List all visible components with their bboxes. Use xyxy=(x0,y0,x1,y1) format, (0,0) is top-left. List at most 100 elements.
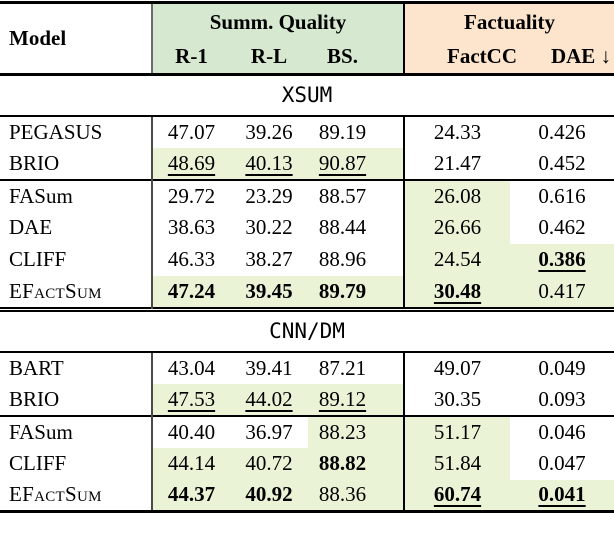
value: 88.57 xyxy=(318,183,367,208)
model-name: BRIO xyxy=(0,147,152,180)
table-row: BRIO 48.69 40.13 90.87 21.47 0.452 xyxy=(0,147,614,180)
value: 0.093 xyxy=(538,386,586,411)
value: 0.616 xyxy=(538,183,586,208)
table-header: Model Summ. Quality Factuality R-1 R-L B… xyxy=(0,2,614,76)
value-cell: 0.046 xyxy=(510,414,614,448)
value: 88.23 xyxy=(318,419,367,444)
value: 47.53 xyxy=(167,386,216,411)
value: 0.047 xyxy=(538,451,586,475)
value-cell: 30.22 xyxy=(230,212,308,244)
section-label: XSUM xyxy=(0,74,614,117)
value: 44.14 xyxy=(167,451,216,475)
value: 40.40 xyxy=(167,419,216,444)
value-cell: 88.44 xyxy=(308,212,404,244)
value: 0.386 xyxy=(538,247,586,271)
value-cell: 87.21 xyxy=(308,352,404,384)
value: 23.29 xyxy=(245,183,293,208)
value-cell: 47.24 xyxy=(151,275,230,308)
value-cell: 46.33 xyxy=(151,243,230,276)
value: 40.13 xyxy=(245,150,293,175)
model-name: CLIFF xyxy=(0,447,152,480)
value-cell: 24.33 xyxy=(403,115,511,148)
value: 89.12 xyxy=(318,386,367,411)
value-cell: 44.14 xyxy=(151,447,230,480)
value: 21.47 xyxy=(433,150,482,175)
header-group-row: Model Summ. Quality Factuality xyxy=(0,2,614,76)
value-cell: 48.69 xyxy=(151,147,230,180)
table-body: XSUM PEGASUS 47.07 39.26 89.19 24.33 0.426 BRIO… xyxy=(0,74,614,512)
value: 30.48 xyxy=(433,278,482,303)
model-name: EFactSum xyxy=(0,479,152,512)
col-header-factcc: FactCC xyxy=(403,40,517,76)
value: 87.21 xyxy=(318,355,367,380)
value-cell: 23.29 xyxy=(230,178,308,212)
value: 24.54 xyxy=(433,247,482,271)
value: 44.02 xyxy=(245,386,293,411)
value-cell: 0.452 xyxy=(510,148,614,180)
section-label: CNN/DM xyxy=(0,310,614,353)
value: 39.41 xyxy=(245,355,293,380)
col-header-rl: R-L xyxy=(230,40,308,76)
value: 43.04 xyxy=(167,355,216,380)
value-cell: 29.72 xyxy=(151,178,230,212)
value-cell: 49.07 xyxy=(403,351,511,384)
col-header-dae: DAE ↓ xyxy=(510,40,614,76)
model-name: PEGASUS xyxy=(0,115,152,148)
value-cell: 26.08 xyxy=(403,178,511,212)
value: 39.45 xyxy=(245,278,293,303)
value: 49.07 xyxy=(433,355,482,380)
table-row: EFactSum 44.37 40.92 88.36 60.74 0.041 xyxy=(0,479,614,512)
table-row: DAE 38.63 30.22 88.44 26.66 0.462 xyxy=(0,211,614,244)
value-cell: 39.26 xyxy=(230,116,308,148)
table-row: CLIFF 44.14 40.72 88.82 51.84 0.047 xyxy=(0,447,614,480)
model-name: EFactSum xyxy=(0,275,152,308)
value-cell: 89.19 xyxy=(308,116,404,148)
value: 40.92 xyxy=(245,482,293,507)
value-cell: 40.72 xyxy=(230,447,308,480)
table-row: FASum 29.72 23.29 88.57 26.08 0.616 xyxy=(0,178,614,212)
value-cell: 39.45 xyxy=(230,275,308,308)
value-cell: 0.462 xyxy=(510,212,614,244)
value: 88.82 xyxy=(318,451,367,475)
value-cell: 40.13 xyxy=(230,147,308,180)
value-cell: 88.36 xyxy=(308,479,405,512)
value: 51.84 xyxy=(433,451,482,475)
value-cell: 90.87 xyxy=(308,147,405,180)
value: 60.74 xyxy=(433,482,482,507)
section-row: CNN/DM xyxy=(0,310,614,353)
value-cell: 38.27 xyxy=(230,244,308,276)
value-cell: 0.049 xyxy=(510,352,614,384)
value-cell: 0.386 xyxy=(510,243,614,276)
value: 47.07 xyxy=(167,119,216,144)
value-cell: 89.12 xyxy=(308,383,405,416)
value: 30.22 xyxy=(245,215,293,239)
value-cell: 51.84 xyxy=(403,447,511,480)
value-cell: 21.47 xyxy=(403,147,511,180)
table-row: CLIFF 46.33 38.27 88.96 24.54 0.386 xyxy=(0,243,614,276)
value: 24.33 xyxy=(433,119,482,144)
value: 51.17 xyxy=(433,419,482,444)
value: 0.041 xyxy=(538,482,586,507)
model-name: CLIFF xyxy=(0,243,152,276)
value: 36.97 xyxy=(245,419,293,444)
value: 39.26 xyxy=(245,119,293,144)
model-column-header: Model xyxy=(0,2,152,76)
value-cell: 0.417 xyxy=(510,275,614,308)
value: 26.66 xyxy=(433,215,482,239)
value: 0.049 xyxy=(538,355,586,380)
section-divider-double-rule xyxy=(0,306,614,312)
section-row: XSUM xyxy=(0,74,614,117)
value-cell: 0.041 xyxy=(510,479,614,512)
value-cell: 39.41 xyxy=(230,352,308,384)
model-name: FASum xyxy=(0,178,152,212)
value-cell: 30.48 xyxy=(403,275,511,308)
value: 0.046 xyxy=(538,419,586,444)
value-cell: 44.02 xyxy=(230,383,308,416)
value: 89.19 xyxy=(318,119,367,144)
value-cell: 0.047 xyxy=(510,448,614,480)
value: 47.24 xyxy=(167,278,216,303)
model-name: BRIO xyxy=(0,383,152,416)
value: 0.426 xyxy=(538,119,586,144)
value-cell: 51.17 xyxy=(403,414,511,448)
value-cell: 0.093 xyxy=(510,384,614,416)
